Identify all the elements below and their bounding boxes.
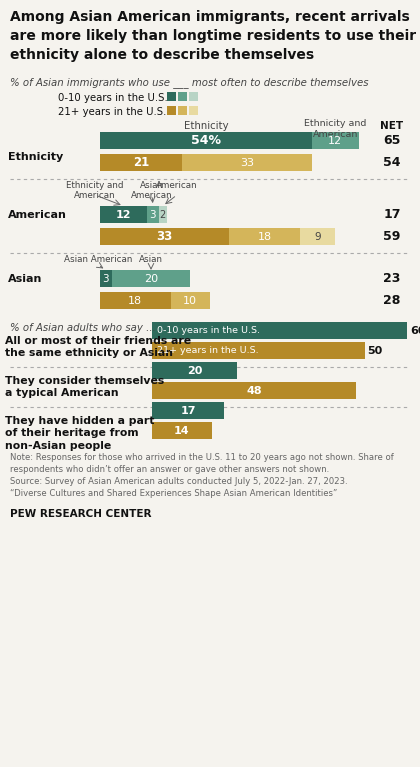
Text: 23: 23 [383, 272, 401, 285]
Bar [100, 154, 182, 171]
Text: 12: 12 [116, 209, 131, 219]
Bar [147, 206, 159, 223]
Text: American: American [8, 209, 67, 219]
Bar [152, 402, 224, 419]
Text: They consider themselves
a typical American: They consider themselves a typical Ameri… [5, 376, 164, 398]
Text: 21: 21 [133, 156, 150, 169]
Text: 9: 9 [315, 232, 321, 242]
Bar [178, 92, 187, 101]
Bar [171, 292, 210, 309]
Text: 54%: 54% [191, 134, 221, 147]
Text: Among Asian American immigrants, recent arrivals
are more likely than longtime r: Among Asian American immigrants, recent … [10, 10, 416, 62]
Text: Ethnicity and
American: Ethnicity and American [304, 119, 367, 139]
Text: 20: 20 [187, 366, 202, 376]
Text: Note: Responses for those who arrived in the U.S. 11 to 20 years ago not shown. : Note: Responses for those who arrived in… [10, 453, 394, 499]
Bar [189, 106, 198, 115]
Text: 21+ years in the U.S.: 21+ years in the U.S. [157, 346, 259, 355]
Text: PEW RESEARCH CENTER: PEW RESEARCH CENTER [10, 509, 152, 519]
Text: 33: 33 [157, 230, 173, 243]
Bar [152, 322, 407, 339]
Bar [112, 270, 190, 287]
Text: 50: 50 [368, 345, 383, 355]
Text: 28: 28 [383, 294, 401, 307]
Text: 0-10 years in the U.S.: 0-10 years in the U.S. [58, 93, 168, 103]
Text: Ethnicity: Ethnicity [8, 152, 63, 162]
Text: 60%: 60% [410, 325, 420, 335]
Bar [167, 92, 176, 101]
Bar [159, 206, 167, 223]
Bar [100, 132, 312, 149]
Text: % of Asian adults who say ...: % of Asian adults who say ... [10, 323, 156, 333]
Text: 65: 65 [383, 134, 401, 147]
Text: American: American [156, 181, 198, 190]
Text: 10: 10 [183, 295, 197, 305]
Text: 2: 2 [160, 209, 166, 219]
Bar [152, 422, 212, 439]
Text: 17: 17 [180, 406, 196, 416]
Bar [167, 106, 176, 115]
Text: 0-10 years in the U.S.: 0-10 years in the U.S. [157, 326, 260, 335]
Text: 17: 17 [383, 208, 401, 221]
Text: Ethnicity: Ethnicity [184, 121, 228, 131]
Text: 3: 3 [150, 209, 156, 219]
Text: Asian: Asian [8, 274, 42, 284]
Text: 18: 18 [128, 295, 142, 305]
Bar [100, 292, 171, 309]
Bar [178, 106, 187, 115]
Bar [152, 342, 365, 359]
Bar [189, 92, 198, 101]
Text: Asian
American: Asian American [131, 181, 173, 200]
Bar [152, 382, 356, 399]
Text: NET: NET [381, 121, 404, 131]
Bar [152, 362, 237, 379]
Text: 3: 3 [102, 274, 109, 284]
Text: 59: 59 [383, 230, 401, 243]
Text: They have hidden a part
of their heritage from
non-Asian people: They have hidden a part of their heritag… [5, 416, 155, 451]
Text: % of Asian immigrants who use ___ most often to describe themselves: % of Asian immigrants who use ___ most o… [10, 77, 368, 88]
Bar [100, 228, 229, 245]
Text: All or most of their friends are
the same ethnicity or Asian: All or most of their friends are the sam… [5, 336, 191, 358]
Text: 33: 33 [240, 157, 254, 167]
Text: Ethnicity and
American: Ethnicity and American [66, 181, 124, 200]
Text: 14: 14 [174, 426, 189, 436]
Text: 18: 18 [258, 232, 272, 242]
Text: 21+ years in the U.S.: 21+ years in the U.S. [58, 107, 166, 117]
Bar [100, 206, 147, 223]
Text: 48: 48 [246, 386, 262, 396]
Bar [182, 154, 312, 171]
Bar [312, 132, 359, 149]
Text: Asian American: Asian American [64, 255, 132, 264]
Text: 12: 12 [328, 136, 342, 146]
Text: 20: 20 [144, 274, 158, 284]
Text: Asian: Asian [139, 255, 163, 264]
Bar [229, 228, 300, 245]
Text: 54: 54 [383, 156, 401, 169]
Bar [300, 228, 336, 245]
Bar [100, 270, 112, 287]
